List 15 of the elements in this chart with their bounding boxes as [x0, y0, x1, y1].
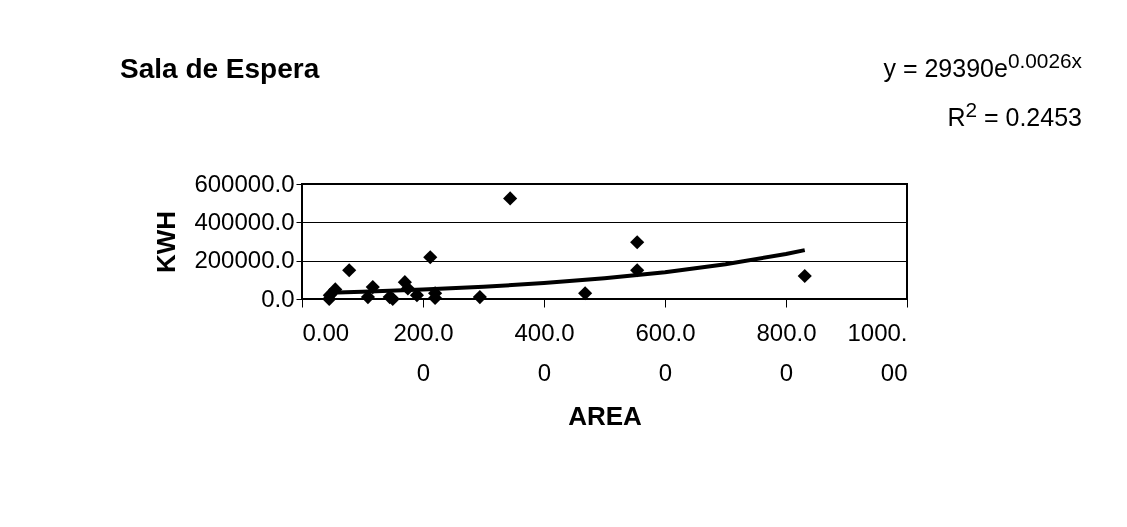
y-tick-label: 400000.0 — [194, 207, 295, 235]
y-tick-label: 0.0 — [261, 284, 295, 312]
y-tick-label: 600000.0 — [194, 169, 295, 197]
text: y = 29390e$^{0.0026x}$ — [883, 48, 1082, 85]
x-tick-label: 400.00 — [514, 318, 575, 386]
x-tick-label: 600.00 — [635, 318, 696, 386]
x-tick-label: 200.00 — [393, 318, 454, 386]
y-axis-title: KWH — [151, 210, 182, 274]
x-axis-title: AREA — [568, 400, 643, 431]
x-tick-label: 0.00 — [302, 318, 350, 346]
text: R$^{2}$ = 0.2453 — [946, 97, 1082, 134]
chart-title: Sala de Espera — [120, 53, 320, 84]
x-tick-label: 1000.00 — [847, 318, 908, 386]
x-tick-label: 800.00 — [756, 318, 817, 386]
y-tick-label: 200000.0 — [194, 246, 295, 274]
